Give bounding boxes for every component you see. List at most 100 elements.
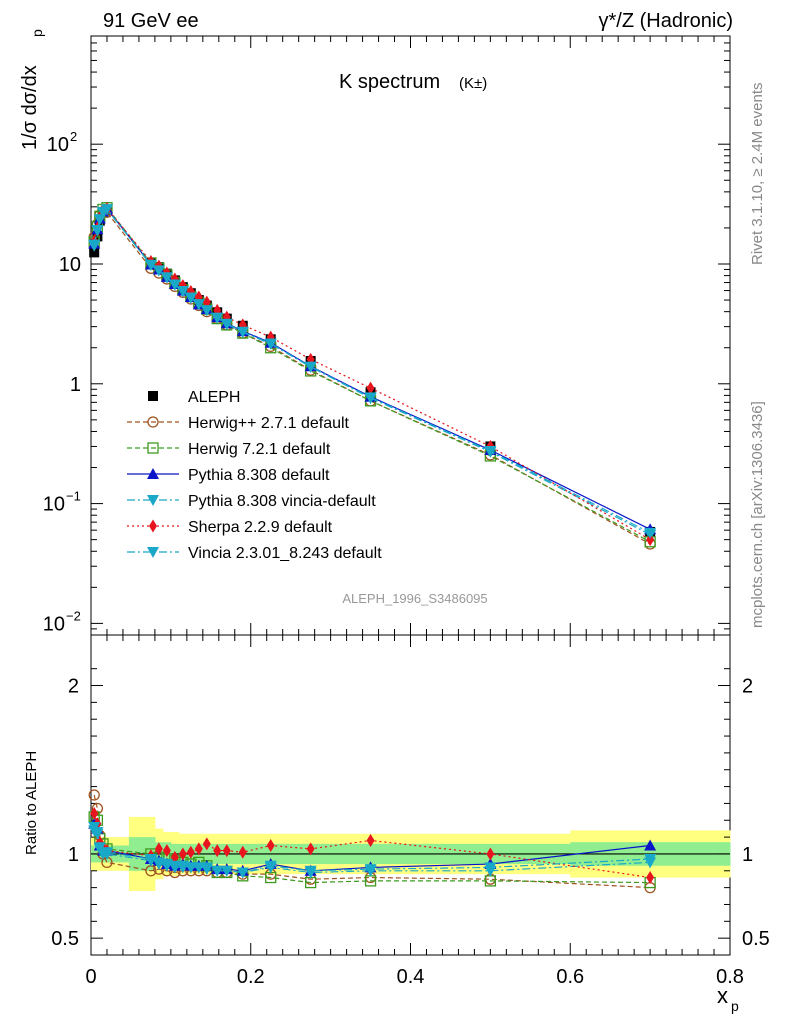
legend-item: Sherpa 2.2.9 default xyxy=(127,519,333,536)
ratio-xtick-label: 0 xyxy=(85,966,96,988)
main-plot-frame xyxy=(90,35,731,636)
main-series-layer xyxy=(88,202,657,550)
ratio-ytick-label: 1 xyxy=(68,844,79,866)
ratio-data-point xyxy=(236,867,249,879)
legend-item: Pythia 8.308 default xyxy=(127,467,330,484)
main-ytick-base: 10 xyxy=(43,494,65,516)
main-series-line xyxy=(93,207,651,530)
ratio-data-point xyxy=(88,789,100,801)
ratio-data-point xyxy=(170,850,179,864)
main-data-point xyxy=(184,292,197,304)
ratio-data-point xyxy=(486,847,495,861)
legend-marker xyxy=(149,519,157,533)
main-data-point xyxy=(192,299,205,311)
ratio-xtick-label: 0.8 xyxy=(716,966,744,988)
ratio-data-point xyxy=(484,862,497,874)
ratio-ytick-label-right: 1 xyxy=(742,844,753,866)
ratio-ylabel: Ratio to ALEPH xyxy=(23,751,40,855)
main-data-point xyxy=(364,392,377,404)
main-data-point xyxy=(91,225,104,237)
main-ylabel-sub: p xyxy=(29,29,45,37)
ratio-ytick-label-right: 2 xyxy=(742,676,753,698)
main-data-point xyxy=(220,318,233,330)
ratio-axis-ticks: 0 0.2 0.4 0.6 0.8 0.5 0.5 1 1 2 2 xyxy=(51,635,770,988)
legend-item: Vincia 2.3.01_8.243 default xyxy=(127,545,382,562)
main-data-point xyxy=(168,279,181,291)
ratio-data-point xyxy=(91,827,104,839)
legend-item: ALEPH xyxy=(148,389,240,406)
main-ytick-label: 10 2 xyxy=(47,129,77,156)
main-series-line xyxy=(93,208,651,534)
main-ytick-base: 10 xyxy=(47,134,69,156)
ratio-data-point xyxy=(220,865,233,877)
ratio-data-point xyxy=(222,844,231,858)
legend-marker xyxy=(147,547,159,558)
main-ytick-base: 10 xyxy=(59,254,81,276)
ratio-series-5 xyxy=(88,822,657,879)
main-series-6 xyxy=(88,204,657,539)
ratio-data-point xyxy=(100,847,113,859)
ratio-data-point xyxy=(264,860,277,872)
ratio-data-point xyxy=(644,839,657,851)
header-left: 91 GeV ee xyxy=(103,10,199,32)
main-data-point xyxy=(144,259,157,271)
main-data-point xyxy=(89,247,100,258)
main-data-point xyxy=(366,381,375,395)
legend-label: Herwig++ 2.7.1 default xyxy=(188,415,350,432)
main-data-point xyxy=(100,204,113,216)
ratio-xtick-label: 0.4 xyxy=(397,966,425,988)
legend-marker xyxy=(147,468,159,479)
mcplots-label: mcplots.cern.ch [arXiv:1306.3436] xyxy=(749,401,766,628)
main-data-point xyxy=(236,326,249,338)
legend-label: Pythia 8.308 vincia-default xyxy=(188,493,376,510)
ratio-ytick-label-right: 0.5 xyxy=(742,928,770,950)
main-data-point xyxy=(152,265,165,277)
ratio-data-point xyxy=(646,871,655,885)
main-title-text: K spectrum xyxy=(339,71,440,93)
ratio-data-point xyxy=(304,865,317,877)
ratio-data-point xyxy=(366,833,375,847)
main-ytick-label: 10 −1 xyxy=(43,489,81,516)
ratio-data-point xyxy=(178,847,187,861)
legend-marker xyxy=(147,495,159,506)
main-ytick-exp: −1 xyxy=(66,489,81,504)
xlabel: x p xyxy=(717,983,739,1014)
legend-label: Vincia 2.3.01_8.243 default xyxy=(188,545,382,562)
main-data-point xyxy=(160,272,173,284)
ratio-data-point xyxy=(186,845,195,859)
ratio-data-point xyxy=(213,844,222,858)
main-series-0 xyxy=(89,204,656,537)
main-data-point xyxy=(200,305,213,317)
main-ytick-base: 10 xyxy=(43,613,65,635)
ratio-data-point xyxy=(168,860,181,872)
main-data-point xyxy=(211,312,224,324)
legend-item: Herwig 7.2.1 default xyxy=(127,441,331,458)
ratio-data-point xyxy=(192,862,205,874)
ratio-data-point xyxy=(306,842,315,856)
ratio-series-layer xyxy=(88,789,657,894)
ratio-data-point xyxy=(644,854,657,865)
main-data-point xyxy=(176,286,189,298)
xlabel-sub: p xyxy=(731,998,739,1014)
header-right: γ*/Z (Hadronic) xyxy=(599,10,733,32)
legend-marker xyxy=(147,442,159,454)
legend-item: Pythia 8.308 vincia-default xyxy=(127,493,376,510)
xlabel-text: x xyxy=(717,983,728,1008)
main-data-point xyxy=(646,533,655,547)
main-ylabel-text: 1/σ dσ/dx xyxy=(19,65,41,150)
ratio-data-point xyxy=(211,865,224,877)
main-ylabel: 1/σ dσ/dx p xyxy=(19,29,45,150)
legend-label: ALEPH xyxy=(188,389,240,406)
main-ytick-exp: 2 xyxy=(70,129,77,144)
legend-marker xyxy=(147,416,159,428)
legend-label: Sherpa 2.2.9 default xyxy=(188,519,333,536)
main-data-point xyxy=(644,527,657,539)
ratio-data-point xyxy=(266,839,275,853)
ratio-data-point xyxy=(194,842,203,856)
rivet-label: Rivet 3.1.10, ≥ 2.4M events xyxy=(749,83,766,266)
ratio-data-point xyxy=(184,862,197,874)
main-data-point xyxy=(264,338,277,350)
ratio-data-point xyxy=(364,864,377,876)
